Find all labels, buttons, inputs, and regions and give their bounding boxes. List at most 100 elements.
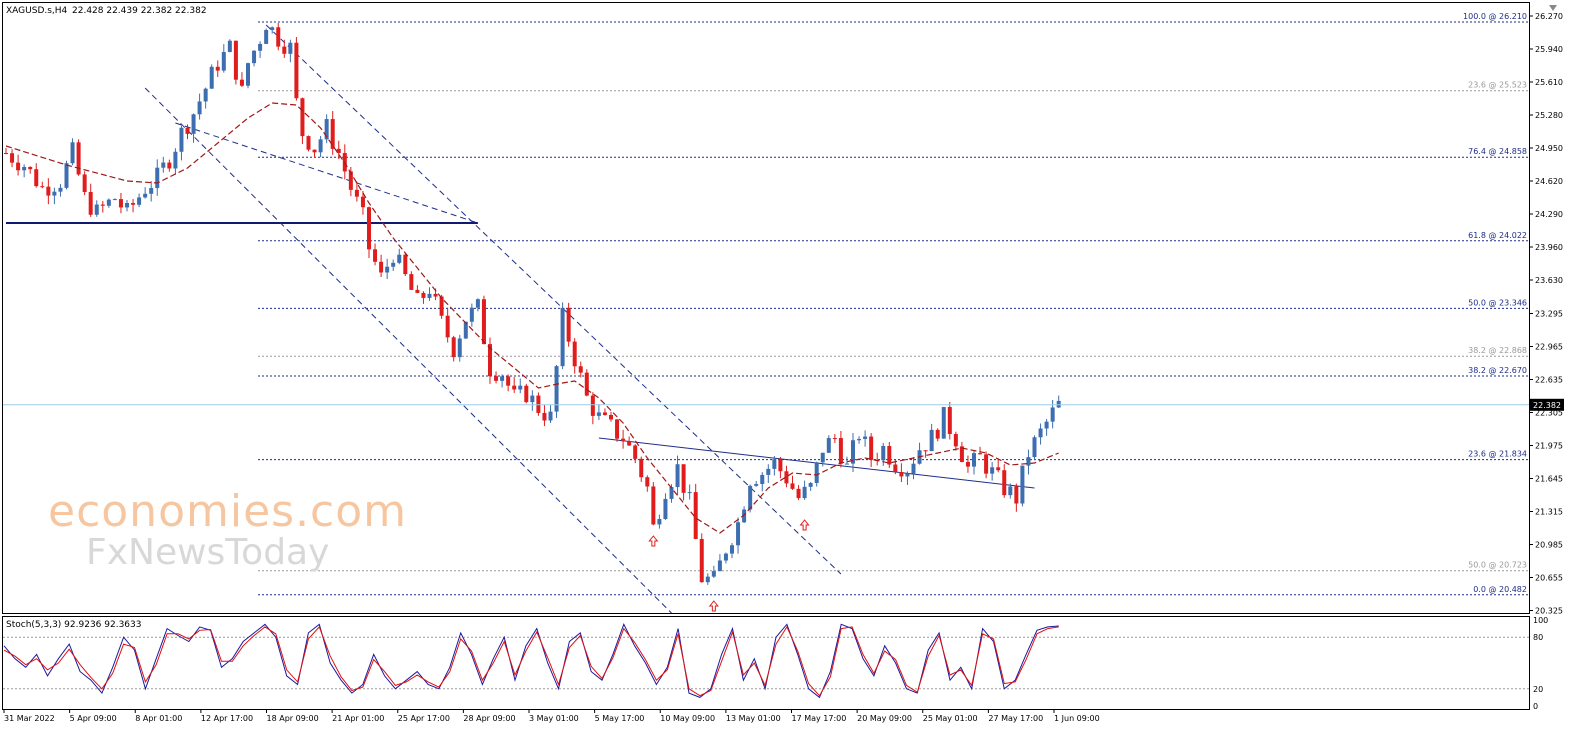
price-tick-label: 20.985: [1535, 541, 1563, 550]
bear-candle: [651, 486, 656, 525]
bull-candle: [70, 142, 75, 164]
bull-candle: [264, 29, 269, 44]
bull-candle: [463, 321, 468, 339]
bull-candle: [149, 188, 154, 194]
price-tick-label: 25.280: [1535, 111, 1563, 120]
bear-candle: [300, 98, 305, 137]
bear-candle: [578, 366, 583, 373]
bear-candle: [639, 458, 644, 478]
price-tick-label: 23.295: [1535, 310, 1563, 319]
stoch-main-line: [3, 623, 1059, 699]
bull-candle: [560, 307, 565, 367]
current-price-label: 22.382: [1533, 401, 1561, 410]
price-tick-label: 22.305: [1535, 409, 1563, 418]
price-tick-label: 21.645: [1535, 475, 1563, 484]
bull-candle: [754, 484, 759, 486]
price-tick-label: 24.620: [1535, 177, 1563, 186]
time-tick-label: 25 May 01:00: [923, 714, 978, 723]
bull-candle: [760, 474, 765, 485]
bull-candle: [475, 299, 480, 308]
channel-line: [144, 87, 672, 614]
bull-candle: [1044, 421, 1049, 429]
bear-candle: [82, 174, 87, 192]
bull-candle: [972, 453, 976, 467]
bull-candle: [1038, 428, 1043, 438]
bull-candle: [469, 307, 474, 322]
bull-candle: [766, 468, 771, 475]
bear-candle: [379, 261, 384, 273]
bull-candle: [1026, 457, 1031, 466]
bull-candle: [881, 446, 886, 461]
bull-candle: [748, 485, 753, 510]
bear-candle: [294, 42, 299, 99]
bear-candle: [572, 341, 577, 367]
stoch-title: Stoch(5,3,3) 92.9236 92.3633: [6, 620, 141, 630]
bull-candle: [64, 163, 69, 188]
bear-candle: [348, 171, 353, 190]
bear-candle: [488, 344, 492, 377]
bull-candle: [742, 509, 747, 523]
time-tick-label: 28 Apr 09:00: [463, 714, 515, 723]
bear-candle: [10, 153, 15, 163]
price-tick-label: 24.950: [1535, 144, 1563, 153]
bull-candle: [246, 63, 250, 86]
bear-candle: [899, 472, 904, 477]
bear-candle: [566, 307, 571, 342]
stoch-tick-label: 0: [1533, 702, 1538, 711]
bear-candle: [965, 461, 970, 467]
bull-candle: [663, 498, 668, 519]
bear-candle: [88, 191, 93, 215]
bull-candle: [94, 204, 99, 215]
bear-candle: [330, 119, 335, 149]
price-tick-label: 23.630: [1535, 276, 1563, 285]
ma-line: [5, 102, 1059, 534]
price-axis: 26.270 25.940 25.610 25.280 24.950 24.620 24.2…: [3, 12, 1564, 616]
fib-level-label: 50.0 @ 23.346: [1468, 298, 1527, 307]
price-tick-label: 22.635: [1535, 376, 1563, 385]
bull-candle: [802, 486, 807, 499]
time-tick-label: 18 Apr 09:00: [267, 714, 319, 723]
bull-candle: [173, 151, 178, 169]
bear-candle: [215, 66, 220, 71]
bear-candle: [887, 446, 892, 465]
time-tick-label: 5 Apr 09:00: [70, 714, 117, 723]
bull-candle: [705, 576, 710, 583]
signal-arrows: [648, 519, 810, 612]
time-axis: 31 Mar 2022 5 Apr 09:00 8 Apr 01:00 12 Apr …: [3, 709, 1100, 723]
chart-shift-icon[interactable]: [1549, 5, 1557, 11]
bear-candle: [354, 189, 359, 197]
bear-candle: [681, 464, 686, 493]
bull-candle: [814, 462, 819, 483]
bear-candle: [439, 296, 444, 316]
bear-candle: [536, 395, 541, 413]
time-tick-label: 8 Apr 01:00: [135, 714, 182, 723]
bull-candle: [500, 376, 505, 381]
price-tick-label: 21.315: [1535, 508, 1563, 517]
time-tick-label: 10 May 09:00: [660, 714, 715, 723]
bull-candle: [596, 412, 601, 416]
price-tick-label: 20.325: [1535, 607, 1563, 616]
bull-candle: [772, 459, 777, 469]
bear-candle: [312, 149, 317, 153]
bull-candle: [191, 114, 196, 134]
bull-candle: [863, 436, 868, 439]
bear-candle: [838, 438, 843, 464]
bear-candle: [790, 483, 795, 489]
bear-candle: [415, 289, 420, 293]
bear-candle: [996, 467, 1001, 471]
bear-candle: [923, 450, 928, 452]
bear-candle: [360, 196, 365, 208]
time-tick-label: 5 May 17:00: [595, 714, 645, 723]
bear-candle: [524, 385, 529, 403]
bull-candle: [161, 162, 166, 168]
bull-candle: [457, 338, 462, 358]
bull-candle: [826, 438, 831, 453]
bull-candle: [270, 27, 275, 30]
bull-candle: [125, 202, 129, 208]
bear-candle: [832, 438, 837, 440]
bear-candle: [615, 419, 620, 439]
bear-candle: [947, 407, 952, 435]
bull-candle: [288, 42, 293, 54]
bull-candle: [258, 43, 263, 51]
